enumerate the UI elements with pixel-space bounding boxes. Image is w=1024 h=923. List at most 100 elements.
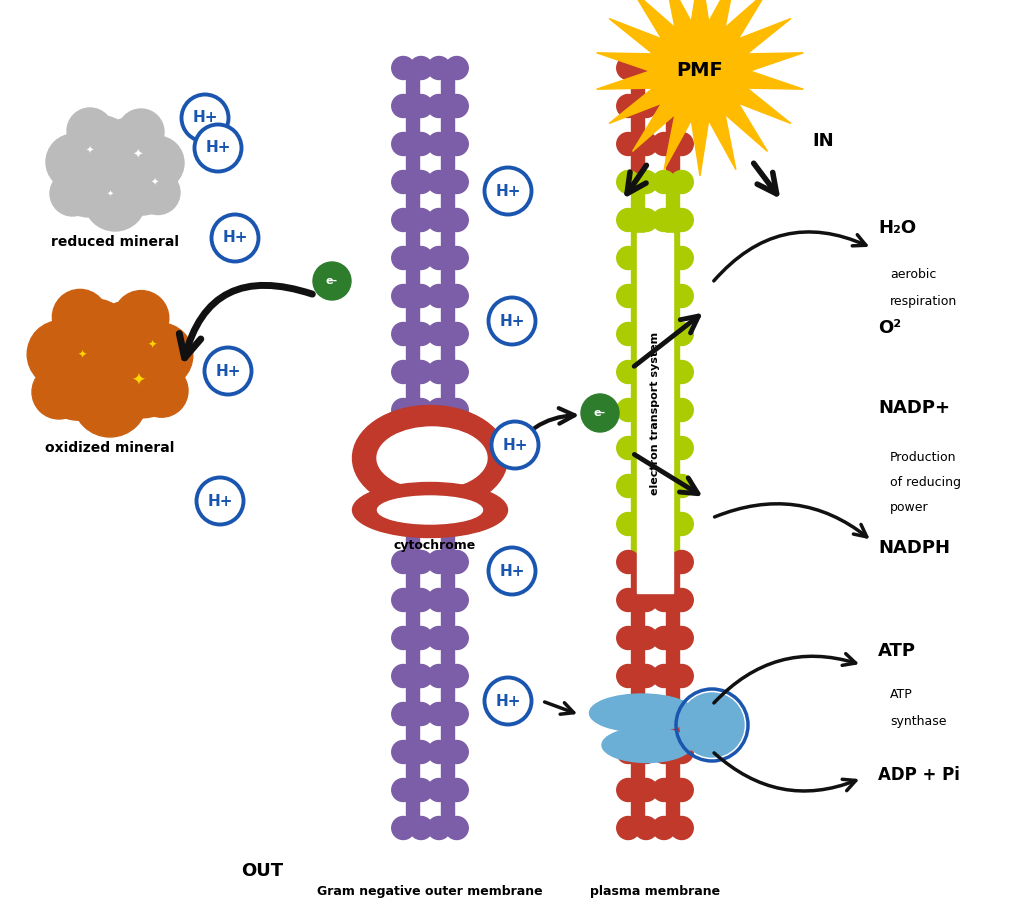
Circle shape [410, 474, 432, 497]
Bar [439, 669, 457, 682]
Bar [439, 518, 457, 531]
Bar [629, 821, 646, 834]
Bar [664, 251, 682, 265]
Circle shape [635, 474, 657, 497]
Bar [664, 213, 682, 226]
Circle shape [635, 94, 657, 117]
Circle shape [392, 361, 415, 383]
Bar [631, 717, 644, 749]
Bar [403, 821, 421, 834]
Circle shape [671, 817, 693, 840]
Bar [406, 186, 419, 217]
Bar [667, 489, 679, 521]
FancyArrowPatch shape [714, 653, 856, 703]
Bar [629, 746, 646, 759]
Circle shape [392, 56, 415, 79]
Circle shape [616, 550, 640, 573]
Bar [631, 566, 644, 596]
Circle shape [652, 284, 676, 307]
Bar [629, 784, 646, 797]
Circle shape [427, 361, 451, 383]
Circle shape [616, 589, 640, 612]
Circle shape [392, 209, 415, 232]
Bar [667, 794, 679, 824]
Bar [441, 299, 455, 330]
Ellipse shape [590, 694, 694, 732]
Circle shape [427, 817, 451, 840]
Circle shape [410, 322, 432, 345]
Circle shape [410, 437, 432, 460]
Circle shape [410, 246, 432, 270]
Circle shape [410, 817, 432, 840]
Bar [664, 403, 682, 416]
Bar [629, 366, 646, 378]
Circle shape [671, 284, 693, 307]
Circle shape [616, 740, 640, 763]
FancyBboxPatch shape [637, 233, 673, 593]
Ellipse shape [377, 427, 487, 489]
Bar [439, 100, 457, 113]
Circle shape [616, 627, 640, 650]
Circle shape [392, 399, 415, 422]
Circle shape [28, 320, 94, 388]
Circle shape [671, 437, 693, 460]
Bar [406, 794, 419, 824]
Circle shape [73, 116, 132, 176]
FancyArrowPatch shape [545, 702, 573, 714]
Circle shape [635, 56, 657, 79]
Circle shape [635, 627, 657, 650]
Circle shape [635, 437, 657, 460]
Bar [664, 480, 682, 493]
Bar [403, 669, 421, 682]
Circle shape [427, 665, 451, 688]
Circle shape [392, 589, 415, 612]
Circle shape [392, 512, 415, 535]
Bar [629, 213, 646, 226]
Circle shape [492, 422, 539, 469]
Circle shape [616, 399, 640, 422]
Bar [406, 717, 419, 749]
Circle shape [652, 665, 676, 688]
Circle shape [616, 361, 640, 383]
Circle shape [427, 209, 451, 232]
Bar [629, 138, 646, 150]
Text: power: power [890, 501, 929, 514]
Circle shape [136, 171, 180, 214]
Circle shape [635, 284, 657, 307]
Text: H+: H+ [222, 231, 248, 246]
Circle shape [392, 817, 415, 840]
Circle shape [410, 512, 432, 535]
Bar [406, 566, 419, 596]
Circle shape [392, 740, 415, 763]
Text: plasma membrane: plasma membrane [590, 884, 720, 897]
Bar [631, 376, 644, 406]
Circle shape [616, 702, 640, 725]
Circle shape [410, 133, 432, 155]
Bar [631, 489, 644, 521]
Text: H+: H+ [207, 494, 232, 509]
Circle shape [616, 778, 640, 801]
Circle shape [445, 778, 468, 801]
Circle shape [46, 134, 102, 190]
Circle shape [128, 323, 193, 388]
Text: ADP + Pi: ADP + Pi [878, 766, 959, 784]
Circle shape [445, 361, 468, 383]
Bar [629, 708, 646, 721]
Circle shape [484, 677, 531, 725]
Ellipse shape [602, 727, 692, 762]
Text: H+: H+ [496, 693, 521, 709]
Bar [403, 708, 421, 721]
Bar [406, 527, 419, 558]
Bar [631, 110, 644, 140]
Bar [629, 251, 646, 265]
Circle shape [52, 290, 108, 344]
Circle shape [50, 305, 170, 425]
Bar [406, 148, 419, 178]
Bar [629, 403, 646, 416]
Ellipse shape [378, 496, 482, 524]
Circle shape [445, 322, 468, 345]
Circle shape [671, 589, 693, 612]
Bar [631, 186, 644, 217]
Circle shape [635, 246, 657, 270]
Circle shape [445, 399, 468, 422]
